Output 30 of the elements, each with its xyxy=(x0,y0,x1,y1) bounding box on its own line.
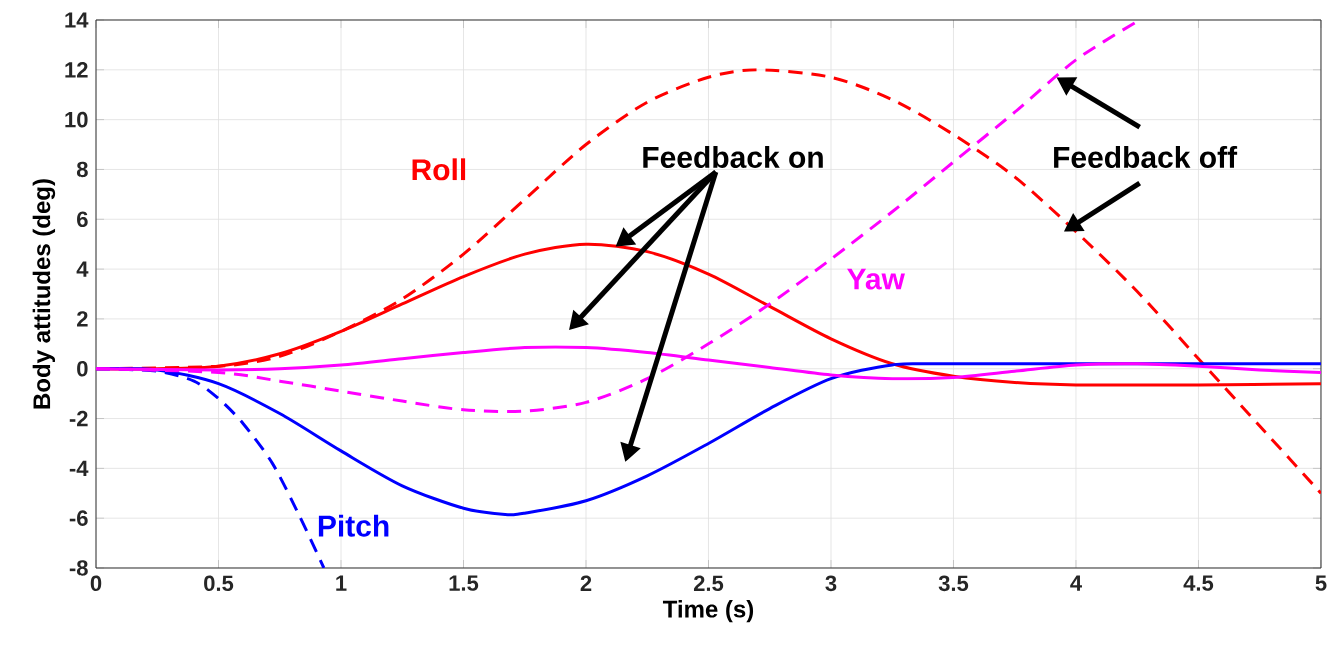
y-tick-label: 6 xyxy=(77,211,88,228)
x-tick-label: 5 xyxy=(1315,575,1327,591)
annotation: Feedback on xyxy=(643,145,823,169)
x-tick-label: 4.5 xyxy=(1183,575,1214,591)
series-label: Yaw xyxy=(847,268,905,290)
x-tick-label: 3 xyxy=(825,575,837,592)
series-label: Roll xyxy=(412,158,466,181)
y-tick-label: 10 xyxy=(65,111,88,128)
y-tick-label: 12 xyxy=(65,62,88,78)
y-tick-label: 0 xyxy=(77,360,88,377)
x-tick-label: 4 xyxy=(1070,575,1082,591)
annotation: Feedback off xyxy=(1054,145,1238,169)
x-tick-label: 3.5 xyxy=(938,575,969,592)
y-tick-label: -2 xyxy=(69,410,88,427)
y-tick-label: -8 xyxy=(69,560,88,576)
y-tick-label: 4 xyxy=(76,261,89,277)
x-tick-label: 0 xyxy=(90,575,102,592)
series-label: Pitch xyxy=(318,514,389,537)
y-tick-label: 14 xyxy=(65,12,89,28)
x-tick-label: 0.5 xyxy=(204,575,234,592)
x-tick-label: 1 xyxy=(336,575,347,591)
y-tick-label: -6 xyxy=(69,510,88,526)
x-axis-title: Time (s) xyxy=(662,599,754,623)
y-tick-label: -4 xyxy=(69,460,89,476)
y-axis-title: Body attitudes (deg) xyxy=(32,179,56,409)
x-tick-label: 1.5 xyxy=(449,575,479,591)
y-tick-label: 8 xyxy=(76,161,88,178)
y-tick-label: 2 xyxy=(77,311,88,327)
x-tick-label: 2 xyxy=(580,575,592,591)
x-tick-label: 2.5 xyxy=(693,575,724,592)
